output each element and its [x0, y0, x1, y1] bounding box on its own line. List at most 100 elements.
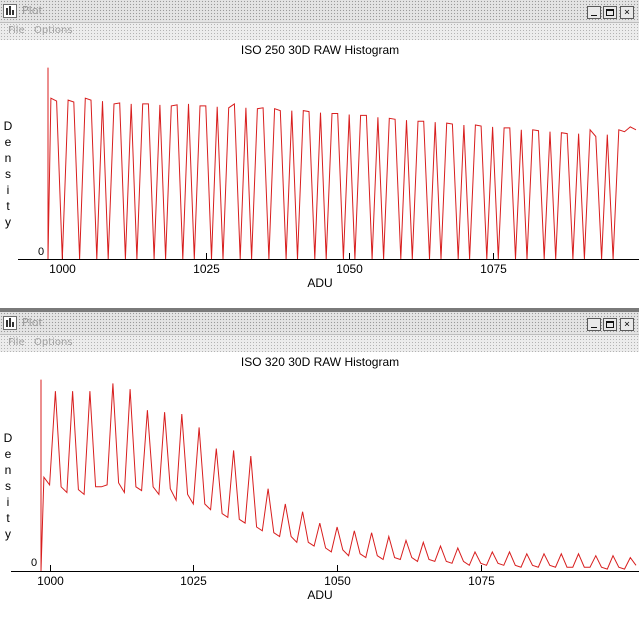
y-tick-label: 0 [38, 246, 44, 258]
data-point [108, 258, 109, 259]
menu-options[interactable]: Options [34, 25, 73, 36]
x-tick-label: 1050 [324, 574, 351, 588]
data-point [566, 567, 567, 568]
y-axis-label-letter: i [7, 495, 10, 509]
minimize-button[interactable] [587, 318, 601, 331]
data-point [354, 258, 355, 259]
data-point [187, 494, 188, 495]
data-point [234, 103, 235, 104]
data-point [354, 530, 355, 531]
data-point [68, 100, 69, 101]
maximize-button[interactable] [603, 6, 617, 19]
y-axis-label-letter: y [5, 527, 11, 541]
data-point [72, 391, 73, 392]
data-point [55, 391, 56, 392]
y-axis-label-letter: e [5, 135, 12, 149]
data-point [572, 258, 573, 259]
data-point [262, 530, 263, 531]
data-point [406, 120, 407, 121]
data-point [342, 549, 343, 550]
data-point [96, 258, 97, 259]
data-point [515, 258, 516, 259]
close-button[interactable]: × [620, 6, 634, 19]
data-point [377, 555, 378, 556]
data-point [521, 129, 522, 130]
data-point [481, 125, 482, 126]
y-axis-label-letter: D [4, 431, 13, 445]
data-point [377, 117, 378, 118]
series-line [47, 67, 637, 260]
data-point [446, 561, 447, 562]
y-axis-label-letter: s [5, 479, 11, 493]
data-point [446, 123, 447, 124]
menu-file[interactable]: File [8, 337, 25, 348]
data-point [331, 113, 332, 114]
minimize-button[interactable] [587, 6, 601, 19]
data-point [296, 542, 297, 543]
data-point [79, 258, 80, 259]
data-point [492, 551, 493, 552]
data-point [199, 105, 200, 106]
data-point [297, 258, 298, 259]
data-point [607, 569, 608, 570]
data-point [389, 118, 390, 119]
data-point [280, 110, 281, 111]
data-point [268, 488, 269, 489]
data-point [635, 129, 636, 130]
plot-window-top: Plot × File Options ISO 250 30D RAW Hist… [0, 0, 639, 308]
title-bar[interactable]: Plot × [0, 312, 639, 335]
data-point [49, 484, 50, 485]
data-point [486, 258, 487, 259]
data-point [515, 565, 516, 566]
menu-file[interactable]: File [8, 25, 25, 36]
data-point [435, 122, 436, 123]
data-point [349, 114, 350, 115]
data-point [526, 553, 527, 554]
data-point [474, 551, 475, 552]
data-point [613, 258, 614, 259]
close-button[interactable]: × [620, 318, 634, 331]
data-point [291, 110, 292, 111]
data-point [286, 258, 287, 259]
data-point [263, 107, 264, 108]
data-point [131, 103, 132, 104]
y-axis-label-letter: t [6, 511, 10, 525]
data-point [107, 484, 108, 485]
data-point [337, 526, 338, 527]
data-point [148, 103, 149, 104]
data-point [400, 559, 401, 560]
data-point [607, 134, 608, 135]
maximize-button[interactable] [603, 318, 617, 331]
data-point [165, 258, 166, 259]
data-point [572, 567, 573, 568]
data-point [222, 513, 223, 514]
menu-options[interactable]: Options [34, 337, 73, 348]
data-point [188, 103, 189, 104]
data-point [601, 567, 602, 568]
data-point [170, 488, 171, 489]
data-point [210, 509, 211, 510]
data-point [360, 553, 361, 554]
data-point [50, 98, 51, 99]
data-point [142, 103, 143, 104]
data-point [193, 503, 194, 504]
app-icon[interactable] [3, 4, 17, 18]
data-point [205, 105, 206, 106]
data-point [319, 523, 320, 524]
data-point [274, 108, 275, 109]
app-icon[interactable] [3, 316, 17, 330]
data-point [584, 258, 585, 259]
data-point [135, 486, 136, 487]
data-point [337, 113, 338, 114]
data-point [595, 555, 596, 556]
data-point [417, 561, 418, 562]
data-point [273, 532, 274, 533]
y-axis-label-letter: t [6, 199, 10, 213]
data-point [257, 108, 258, 109]
data-point [62, 258, 63, 259]
x-tick-label: 1000 [49, 262, 76, 276]
title-bar[interactable]: Plot × [0, 0, 639, 23]
data-point [509, 127, 510, 128]
data-point [618, 129, 619, 130]
